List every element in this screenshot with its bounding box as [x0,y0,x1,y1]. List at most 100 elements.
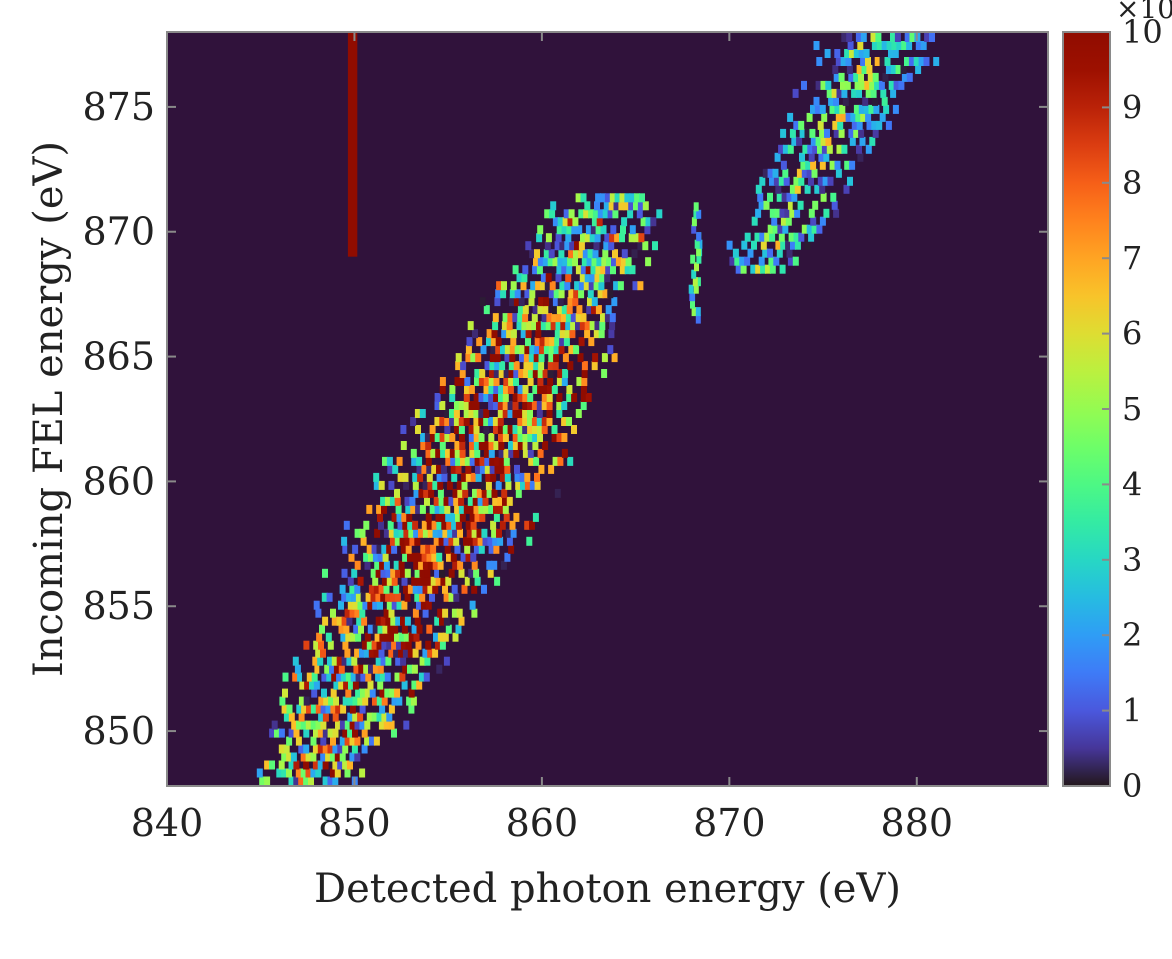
heatmap-cell [391,728,397,738]
heatmap-cell [506,496,513,506]
heatmap-cell [488,393,495,402]
heatmap-cell [584,273,591,283]
heatmap-cell [599,321,606,331]
heatmap-cell [580,193,587,203]
heatmap-cell [483,385,490,394]
heatmap-cell [529,480,536,490]
heatmap-cell [385,568,392,578]
heatmap-cell [466,528,473,538]
heatmap-cell [869,80,876,90]
heatmap-cell [565,273,572,283]
heatmap-cell [483,448,490,458]
heatmap-cell [339,720,346,730]
heatmap-cell [281,768,288,778]
heatmap-cell [549,337,556,347]
heatmap-cell [754,232,761,242]
heatmap-cell [354,736,361,746]
heatmap-cell [834,160,841,170]
heatmap-cell [526,536,533,546]
heatmap-cell [429,504,436,514]
heatmap-cell [623,201,630,211]
heatmap-cell [607,289,614,299]
heatmap-cell [365,592,372,602]
heatmap-cell [400,616,406,626]
heatmap-cell [512,441,519,450]
heatmap-cell [497,496,504,506]
heatmap-cell [438,496,445,506]
heatmap-cell [382,576,388,586]
heatmap-cell [446,480,453,490]
heatmap-cell [872,72,879,82]
heatmap-cell [372,624,379,634]
heatmap-cell [523,361,530,371]
heatmap-cell [509,297,515,307]
heatmap-cell [844,49,851,58]
heatmap-cell [527,377,534,386]
heatmap-cell [326,592,333,602]
heatmap-cell [810,160,817,170]
heatmap-cell [448,496,455,506]
heatmap-cell [772,224,779,234]
heatmap-cell [502,409,509,418]
heatmap-cell [274,728,280,738]
heatmap-cell [493,369,500,378]
heatmap-cell [793,120,800,130]
heatmap-cell [595,225,602,235]
heatmap-cell [391,544,398,554]
heatmap-cell [881,96,888,106]
heatmap-cell [472,329,478,339]
heatmap-cell [286,768,292,778]
heatmap-cell [860,112,867,122]
heatmap-cell [556,401,563,410]
heatmap-cell [446,520,453,530]
heatmap-cell [536,409,543,418]
heatmap-cell [893,80,900,90]
heatmap-cell [820,192,827,202]
heatmap-cell [591,257,598,267]
heatmap-cell [596,257,603,267]
heatmap-cell [475,464,481,474]
heatmap-cell [459,512,466,522]
heatmap-cell [508,361,515,371]
heatmap-cell [517,441,524,450]
heatmap-cell [436,464,442,474]
heatmap-cell [377,600,383,610]
heatmap-cell [432,584,439,594]
heatmap-cell [556,377,563,386]
heatmap-cell [524,289,531,299]
heatmap-cell [898,80,905,90]
heatmap-cell [764,232,771,242]
heatmap-cell [870,88,877,98]
heatmap-cell [402,552,409,562]
heatmap-cell [327,776,334,786]
heatmap-cell [495,480,502,490]
heatmap-cell [457,488,464,498]
heatmap-cell [566,417,572,426]
heatmap-cell [517,313,524,323]
heatmap-cell [493,393,500,402]
heatmap-cell [494,456,501,466]
heatmap-cell [296,720,302,730]
heatmap-cell [570,321,577,331]
heatmap-cell [379,688,386,698]
heatmap-cell [538,361,545,371]
heatmap-cell [481,584,487,594]
heatmap-cell [867,72,874,82]
heatmap-cell [587,289,594,299]
heatmap-cell [865,88,872,98]
heatmap-cell [522,409,529,418]
heatmap-cell [408,704,415,714]
heatmap-cell [491,488,498,498]
heatmap-cell [455,361,462,371]
heatmap-cell [445,448,451,458]
heatmap-cell [587,249,594,259]
heatmap-cell [811,168,818,178]
colorbar-tick-label: 8 [1122,164,1142,202]
heatmap-cell [536,265,543,275]
heatmap-cell [859,80,866,90]
heatmap-cell [484,464,491,474]
heatmap-cell [451,608,458,618]
heatmap-cell [353,624,360,634]
heatmap-cell [588,337,595,347]
